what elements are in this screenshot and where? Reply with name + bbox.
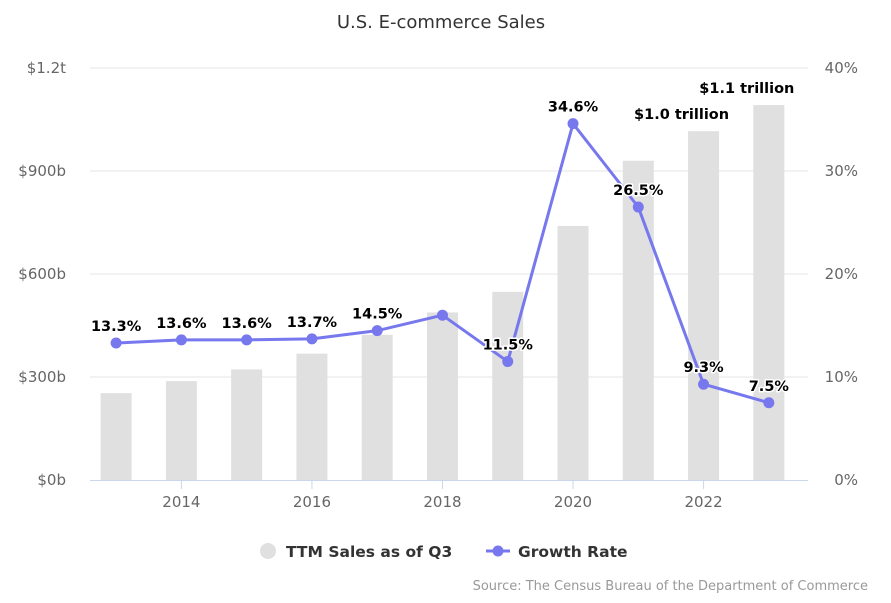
source-note: Source: The Census Bureau of the Departm… <box>473 579 868 594</box>
legend-label-growth-rate: Growth Rate <box>518 543 628 561</box>
x-tick-label: 2018 <box>423 493 461 511</box>
x-tick-label: 2020 <box>554 493 592 511</box>
y-right-tick-label: 0% <box>834 471 858 489</box>
y-right-tick-label: 30% <box>825 162 858 180</box>
growth-point <box>241 334 253 346</box>
data-labels: $1.0 trillion $1.1 trillion 13.3% 13.6% 13.6… <box>89 80 795 397</box>
growth-data-label: 14.5% <box>352 307 403 323</box>
growth-point <box>110 337 122 349</box>
growth-data-label: 13.7% <box>287 315 338 331</box>
growth-point <box>436 309 448 321</box>
bar <box>361 334 393 480</box>
bar-series <box>100 105 785 480</box>
growth-data-label: 26.5% <box>613 183 664 199</box>
y-left-tick-label: $300b <box>18 368 66 386</box>
growth-data-label: 34.6% <box>548 100 599 116</box>
y-right-tick-label: 20% <box>825 265 858 283</box>
growth-data-label: 13.3% <box>91 319 142 335</box>
bar <box>165 381 197 480</box>
bar <box>622 160 654 480</box>
legend-item-ttm-sales[interactable]: TTM Sales as of Q3 <box>260 543 452 561</box>
growth-point <box>306 333 318 345</box>
y-left-tick-label: $900b <box>18 162 66 180</box>
bar <box>426 312 458 480</box>
bar <box>753 105 785 480</box>
legend: TTM Sales as of Q3 Growth Rate <box>260 543 628 561</box>
growth-data-label: 13.6% <box>221 316 272 332</box>
y-left-tick-label: $1.2t <box>27 59 66 77</box>
growth-point <box>371 325 383 337</box>
growth-point <box>632 201 644 213</box>
legend-line-marker <box>492 545 504 557</box>
growth-data-label: 9.3% <box>683 360 724 376</box>
growth-point <box>502 356 514 368</box>
chart-title: U.S. E-commerce Sales <box>337 12 545 33</box>
growth-point <box>175 334 187 346</box>
legend-bar-swatch <box>260 543 276 559</box>
growth-point <box>567 118 579 130</box>
bar <box>231 369 263 480</box>
x-tick-label: 2016 <box>293 493 331 511</box>
x-tick-label: 2014 <box>162 493 200 511</box>
growth-point <box>698 378 710 390</box>
y-left-tick-label: $0b <box>37 471 66 489</box>
growth-data-label: 11.5% <box>483 338 534 354</box>
bar <box>100 393 132 480</box>
bar-data-label: $1.1 trillion <box>699 81 794 97</box>
y-right-tick-label: 40% <box>825 59 858 77</box>
growth-data-label: 13.6% <box>156 316 207 332</box>
legend-item-growth-rate[interactable]: Growth Rate <box>486 543 628 561</box>
axes: $0b $300b $600b $900b $1.2t 0% 10% 20% 30% 40% 201… <box>18 59 858 511</box>
bar <box>688 131 720 480</box>
y-left-tick-label: $600b <box>18 265 66 283</box>
y-right-tick-label: 10% <box>825 368 858 386</box>
growth-point <box>763 397 775 409</box>
x-tick-label: 2022 <box>684 493 722 511</box>
line-series <box>110 118 775 409</box>
growth-data-label: 7.5% <box>749 379 790 395</box>
legend-label-ttm-sales: TTM Sales as of Q3 <box>286 543 452 561</box>
bar-data-label: $1.0 trillion <box>634 107 729 123</box>
bar <box>557 225 589 480</box>
bar <box>296 353 328 480</box>
